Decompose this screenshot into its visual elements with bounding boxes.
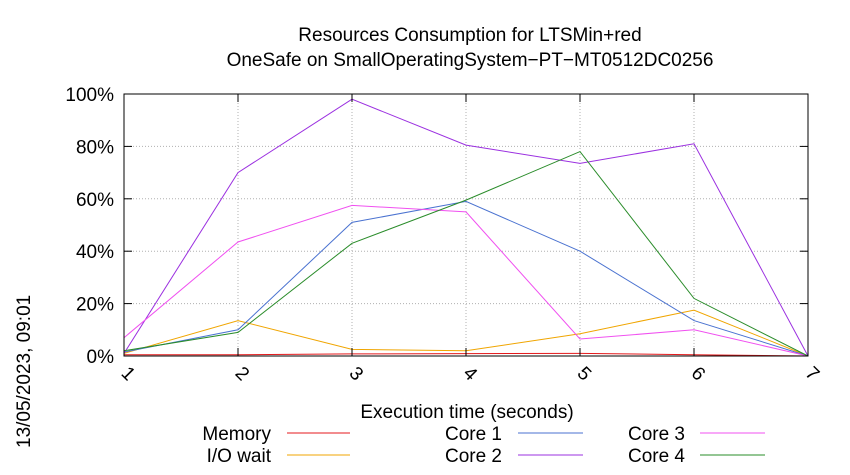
legend-label-i-o-wait: I/O wait: [207, 446, 272, 467]
x-axis-label: Execution time (seconds): [360, 402, 573, 423]
series-line-core-3: [123, 204, 809, 357]
timestamp: 13/05/2023, 09:01: [14, 295, 35, 448]
x-tick-label: 7: [801, 363, 823, 385]
y-tick-label: 20%: [76, 295, 114, 316]
y-tick-label: 60%: [76, 190, 114, 211]
chart-title: Resources Consumption for LTSMin+red: [298, 25, 641, 46]
x-tick-label: 3: [345, 363, 367, 385]
legend-label-core-3: Core 3: [628, 424, 685, 445]
y-axis-ticks: 0% 20% 40% 60% 80% 100%: [65, 85, 808, 368]
x-tick-label: 4: [459, 363, 482, 386]
series-line-core-1: [123, 200, 809, 357]
legend-label-core-4: Core 4: [628, 446, 685, 467]
y-tick-label: 100%: [65, 85, 114, 106]
series-line-core-2: [123, 98, 809, 357]
y-tick-label: 40%: [76, 242, 114, 263]
chart-subtitle: OneSafe on SmallOperatingSystem−PT−MT051…: [227, 50, 714, 71]
y-tick-label: 80%: [76, 137, 114, 158]
series-lines: [123, 98, 809, 357]
x-axis-ticks: 1 2 3 4 5 6 7: [117, 94, 823, 386]
x-tick-label: 6: [687, 363, 709, 385]
legend-label-core-2: Core 2: [445, 446, 502, 467]
x-tick-label: 1: [117, 363, 139, 385]
series-line-core-4: [123, 150, 809, 357]
legend-label-core-1: Core 1: [445, 424, 502, 445]
legend-label-memory: Memory: [202, 424, 271, 445]
grid: [124, 94, 808, 356]
y-tick-label: 0%: [87, 347, 115, 368]
x-tick-label: 5: [573, 363, 595, 385]
x-tick-label: 2: [231, 363, 253, 385]
